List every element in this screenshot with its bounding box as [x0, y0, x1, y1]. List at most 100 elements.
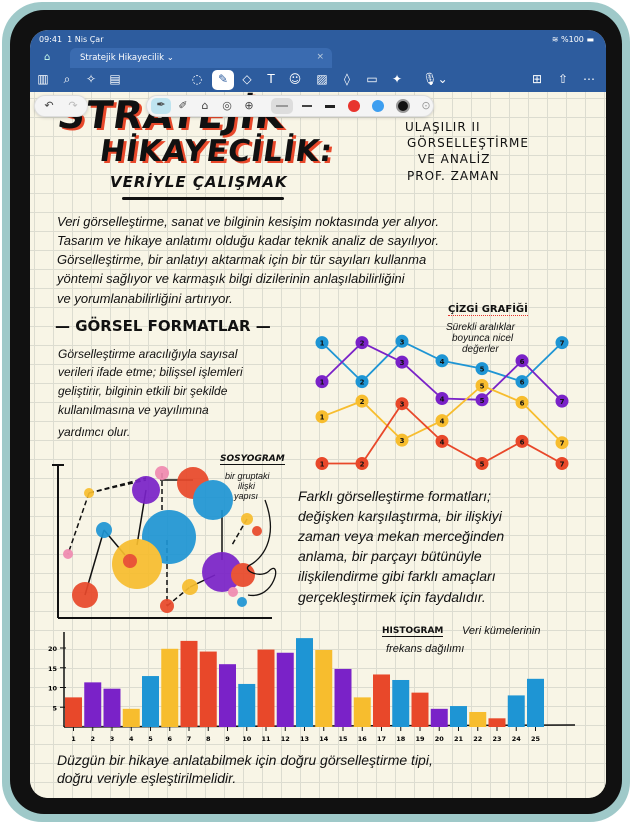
lasso-icon[interactable]: ◌: [191, 72, 203, 86]
intro-line: Tasarım ve hikaye anlatımı olduğu kadar …: [57, 233, 440, 248]
intro-line: Veri görselleştirme, sanat ve bilginin k…: [57, 214, 439, 229]
line-point: [555, 394, 569, 408]
y-tick-label: 5: [52, 704, 57, 712]
main-toolbar: ▥ ⌕ ✧ ▤ ◌ ✎ ◇ T ☺ ▨ ◊ ▭ ✦ 🎙︎⌄ ⊞ ⇧ ⋯: [30, 70, 606, 90]
line-point: [515, 395, 529, 409]
histogram-bar: [142, 676, 159, 727]
undo-icon[interactable]: ↶: [44, 99, 54, 112]
shape-pen-icon[interactable]: ⊕: [244, 99, 254, 112]
line-point-label: 3: [400, 359, 405, 367]
sidebar-icon[interactable]: ▥: [37, 72, 49, 86]
wifi-icon: ≋: [551, 35, 559, 44]
line-point: [475, 379, 489, 392]
line-point-label: 6: [520, 399, 525, 407]
line-point-label: 7: [560, 398, 565, 406]
x-tick-label: 11: [261, 735, 271, 743]
sociogram-node: [84, 488, 94, 498]
right-para-line: zaman veya mekan merceğinden: [298, 528, 505, 544]
color-swatch-black[interactable]: [396, 99, 410, 113]
color-swatch-blue[interactable]: [372, 100, 384, 112]
histogram-bar: [450, 706, 467, 727]
add-color-icon[interactable]: ⊙: [421, 99, 431, 112]
search-icon[interactable]: ⌕: [63, 72, 71, 86]
histogram-title: HISTOGRAM: [382, 626, 444, 637]
x-tick-label: 4: [129, 735, 134, 743]
line-point: [435, 434, 449, 448]
histogram-bar: [65, 697, 82, 727]
sociogram-node: [142, 510, 196, 564]
share-icon[interactable]: ⇧: [557, 72, 569, 86]
line-chart-subtitle: boyunca nicel: [452, 333, 514, 344]
more-icon[interactable]: ⋯: [583, 72, 595, 86]
y-tick-label: 20: [48, 645, 58, 653]
x-tick-label: 22: [473, 735, 482, 743]
subtitle-underline: [122, 197, 284, 200]
x-tick-label: 24: [512, 735, 522, 743]
line-point-label: 1: [320, 379, 325, 387]
line-point: [555, 436, 569, 450]
note-icon[interactable]: ▭: [366, 72, 378, 86]
section-heading: — GÖRSEL FORMATLAR —: [55, 317, 271, 335]
color-swatch-red[interactable]: [348, 100, 360, 112]
document-icon[interactable]: ▤: [109, 72, 121, 86]
pen-icon[interactable]: ✎: [212, 70, 234, 90]
add-page-icon[interactable]: ⊞: [531, 72, 543, 86]
bezel: 09:41 1 Nis Çar ≋ %100 ▬ ⌂ Stratejik Hik…: [10, 10, 622, 814]
closing-line: doğru veriyle eşleştirilmelidir.: [57, 770, 237, 786]
x-tick-label: 23: [492, 735, 501, 743]
stroke-thick-button[interactable]: [325, 104, 335, 108]
title-line-2: HİKAYECİLİK:: [97, 134, 336, 169]
line-point: [395, 433, 409, 447]
text-icon[interactable]: T: [267, 72, 275, 86]
histogram-subtitle: Veri kümelerinin: [462, 625, 541, 637]
closing-line: Düzgün bir hikaye anlatabilmek için doğr…: [57, 752, 433, 768]
stroke-thin-button[interactable]: [271, 98, 293, 114]
subtitle: VERİYLE ÇALIŞMAK: [110, 173, 288, 191]
laser-icon[interactable]: ✦: [391, 72, 403, 86]
x-tick-label: 10: [242, 735, 252, 743]
close-tab-button[interactable]: ×: [316, 52, 324, 62]
histogram-bar: [392, 679, 410, 727]
microphone-icon[interactable]: 🎙︎⌄: [422, 72, 448, 86]
line-point: [515, 375, 529, 389]
line-point: [435, 392, 449, 405]
line-point-label: 2: [360, 461, 365, 469]
x-tick-label: 2: [90, 735, 95, 743]
fountain-pen-icon[interactable]: ✒: [151, 98, 171, 114]
line-point-label: 5: [480, 397, 485, 405]
brush-icon[interactable]: ◎: [222, 99, 232, 112]
line-series: [321, 340, 563, 383]
note-page[interactable]: ULAŞILIR II GÖRSELLEŞTİRME VE ANALİZ PRO…: [30, 92, 606, 798]
screen: 09:41 1 Nis Çar ≋ %100 ▬ ⌂ Stratejik Hik…: [30, 30, 606, 798]
navigation-bar: 09:41 1 Nis Çar ≋ %100 ▬ ⌂ Stratejik Hik…: [30, 30, 606, 92]
home-icon[interactable]: ⌂: [44, 52, 51, 63]
shapes-icon[interactable]: ◊: [344, 72, 350, 86]
line-point-label: 3: [400, 401, 405, 409]
stroke-medium-button[interactable]: [302, 105, 312, 107]
tab-document[interactable]: Stratejik Hikayecilik ⌄ ×: [70, 48, 332, 68]
line-series: [322, 402, 563, 465]
x-tick-label: 8: [206, 735, 211, 743]
highlighter-icon[interactable]: ⌂: [201, 99, 209, 112]
histogram-bar: [103, 688, 121, 727]
magic-icon[interactable]: ✧: [85, 72, 97, 86]
x-tick-label: 16: [358, 735, 368, 743]
line-point: [315, 457, 329, 470]
line-point: [555, 457, 569, 470]
line-point-label: 7: [560, 440, 565, 448]
battery-icon: ▬: [586, 35, 594, 44]
image-icon[interactable]: ▨: [316, 72, 328, 86]
line-point-label: 4: [440, 358, 445, 366]
eraser-icon[interactable]: ◇: [242, 72, 252, 86]
sociogram-node: [182, 579, 198, 595]
line-point: [315, 375, 329, 389]
right-para-line: ilişkilendirme gibi farklı amaçları: [298, 568, 496, 584]
redo-icon[interactable]: ↷: [68, 99, 78, 112]
histogram-bar: [238, 683, 256, 727]
histogram-bar: [430, 708, 448, 727]
left-para-line: Görselleştirme aracılığıyla sayısal: [58, 347, 238, 361]
ball-pen-icon[interactable]: ✐: [178, 99, 188, 112]
sticker-icon[interactable]: ☺: [288, 72, 302, 86]
line-point-label: 1: [320, 414, 325, 422]
